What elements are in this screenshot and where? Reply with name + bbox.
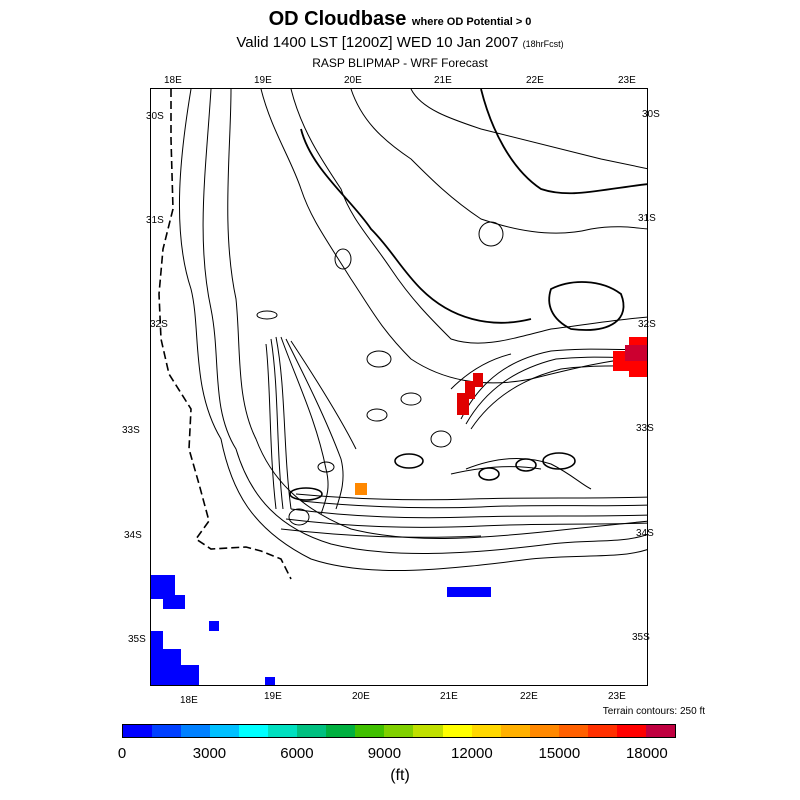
lat-left-30s: 30S (146, 111, 164, 122)
colorbar-tick-label: 0 (117, 745, 127, 762)
lat-left-33s: 33S (122, 425, 140, 436)
colorbar-segment (500, 725, 530, 737)
colorbar-segment (645, 725, 675, 737)
cell-blue (161, 649, 181, 685)
coastline (158, 89, 292, 580)
lat-left-32s: 32S (150, 319, 168, 330)
colorbar-segment (239, 725, 269, 737)
colorbar-segment (326, 725, 356, 737)
colorbar-unit: (ft) (390, 767, 410, 784)
lon-bottom-22e: 22E (520, 691, 538, 702)
cell-red (465, 381, 475, 399)
colorbar-segment (152, 725, 182, 737)
map-panel (150, 88, 648, 686)
colorbar-segment (616, 725, 646, 737)
cell-blue (447, 587, 491, 597)
graticule (210, 89, 572, 685)
lon-top-23e: 23E (618, 75, 636, 86)
lon-top-20e: 20E (344, 75, 362, 86)
colorbar-segment (268, 725, 298, 737)
colorbar-tick-label: 6000 (280, 745, 314, 762)
map-svg (151, 89, 647, 685)
lon-bottom-23e: 23E (608, 691, 626, 702)
cell-blue (179, 665, 199, 685)
lat-left-35s: 35S (128, 634, 146, 645)
cell-orange (355, 483, 367, 495)
colorbar-segment (471, 725, 501, 737)
lon-top-18e: 18E (164, 75, 182, 86)
source-subtitle: RASP BLIPMAP - WRF Forecast (312, 56, 488, 70)
colorbar-segment (384, 725, 414, 737)
lat-right-32s: 32S (638, 319, 656, 330)
colorbar-segment (413, 725, 443, 737)
colorbar (122, 724, 676, 738)
cloudbase-cells (151, 337, 647, 685)
colorbar-segment (558, 725, 588, 737)
valid-text: Valid 1400 LST [1200Z] WED 10 Jan 2007 (236, 34, 519, 51)
title-main: OD Cloudbase (268, 8, 407, 30)
cell-blue (163, 595, 185, 609)
colorbar-segment (442, 725, 472, 737)
lon-bottom-20e: 20E (352, 691, 370, 702)
cell-blue (209, 621, 219, 631)
colorbar-segment (529, 725, 559, 737)
lon-top-22e: 22E (526, 75, 544, 86)
cell-blue (151, 631, 163, 685)
colorbar-tick-label: 18000 (625, 745, 668, 762)
lat-right-31s: 31S (638, 213, 656, 224)
terrain-note: Terrain contours: 250 ft (602, 706, 705, 717)
map-title: OD Cloudbase where OD Potential > 0 (0, 8, 800, 31)
valid-time: Valid 1400 LST [1200Z] WED 10 Jan 2007 (… (0, 34, 800, 51)
lat-left-31s: 31S (146, 215, 164, 226)
colorbar-tick-label: 15000 (538, 745, 581, 762)
colorbar-tick-label: 9000 (367, 745, 402, 762)
lat-left-34s: 34S (124, 530, 142, 541)
terrain-contours (158, 89, 647, 580)
lat-right-33s: 33S (636, 423, 654, 434)
lon-top-21e: 21E (434, 75, 452, 86)
colorbar-segment (210, 725, 240, 737)
lat-right-30s: 30S (642, 109, 660, 120)
forecast-hours: (18hrFcst) (522, 39, 564, 49)
cell-red (473, 373, 483, 387)
lon-bottom-19e: 19E (264, 691, 282, 702)
lon-bottom-18e: 18E (180, 695, 198, 706)
cell-red (625, 345, 647, 361)
colorbar-tick-label: 12000 (451, 745, 493, 762)
lat-right-35s: 35S (632, 632, 650, 643)
colorbar-segment (181, 725, 211, 737)
colorbar-segment (297, 725, 327, 737)
colorbar-tick-label: 3000 (192, 745, 227, 762)
lon-top-19e: 19E (254, 75, 272, 86)
title-qualifier: where OD Potential > 0 (411, 16, 532, 28)
cell-blue (265, 677, 275, 685)
colorbar-segment (355, 725, 385, 737)
lon-bottom-21e: 21E (440, 691, 458, 702)
colorbar-segment (123, 725, 153, 737)
colorbar-segment (587, 725, 617, 737)
lat-right-34s: 34S (636, 528, 654, 539)
